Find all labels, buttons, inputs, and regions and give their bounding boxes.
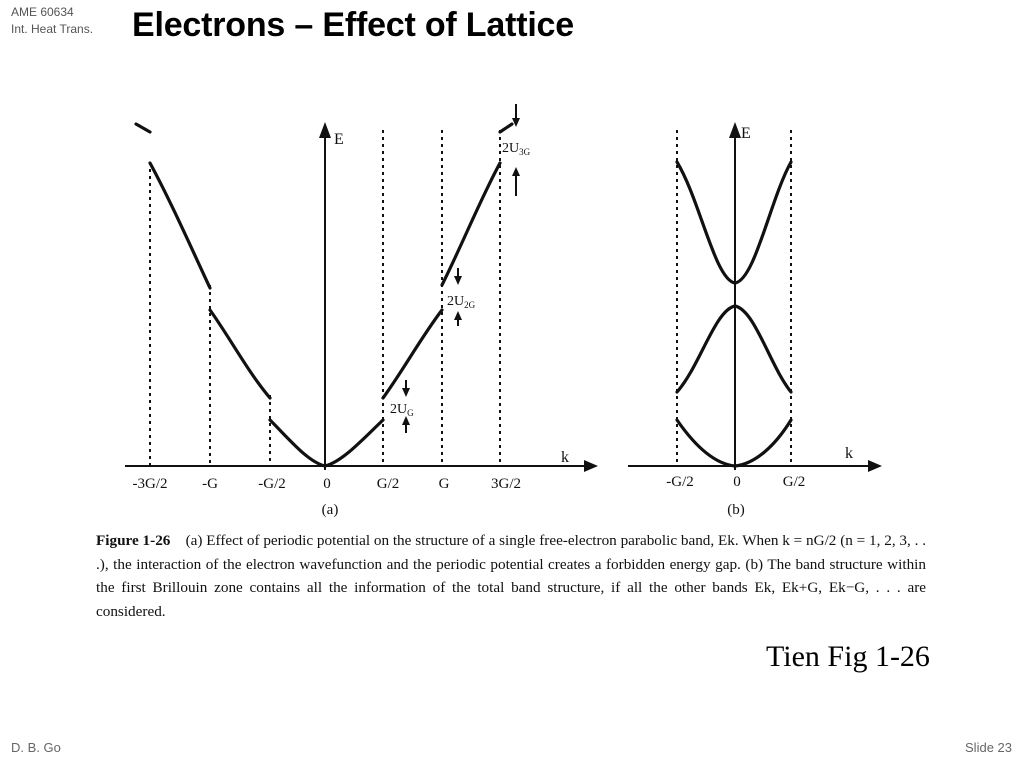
course-info: AME 60634 Int. Heat Trans.: [11, 4, 93, 38]
tick-label: G/2: [783, 474, 806, 490]
band-structure-figure: E k 2UG 2U2G 2U3G -3G/2 -G -G/2 0 G/2 G …: [125, 104, 882, 518]
panel-a-axes: [125, 122, 598, 472]
tick-label: -3G/2: [133, 476, 168, 492]
panel-b-bands: [675, 160, 793, 468]
figure-caption: Figure 1-26 (a) Effect of periodic poten…: [96, 529, 926, 623]
tick-label: G/2: [377, 476, 400, 492]
tick-label: -G/2: [666, 474, 694, 490]
tick-label: -G: [202, 476, 218, 492]
panel-a-k-axis-label: k: [561, 449, 569, 466]
zone-boundary-lines: [149, 130, 792, 466]
panel-a-energy-axis-label: E: [334, 131, 344, 148]
panel-b-label: (b): [727, 502, 745, 518]
tick-label: G: [439, 476, 450, 492]
gap-label-3: 2U3G: [502, 141, 531, 157]
tick-label: 0: [733, 474, 741, 490]
panel-a-tick-labels: -3G/2 -G -G/2 0 G/2 G 3G/2: [133, 476, 522, 492]
tick-label: 0: [323, 476, 331, 492]
course-code: AME 60634: [11, 5, 74, 19]
panel-b-tick-labels: -G/2 0 G/2: [666, 474, 805, 490]
figure-source: Tien Fig 1-26: [766, 640, 930, 673]
caption-text: (a) Effect of periodic potential on the …: [96, 532, 927, 620]
panel-a-label: (a): [322, 502, 339, 518]
panel-b-energy-axis-label: E: [741, 125, 751, 142]
tick-label: -G/2: [258, 476, 286, 492]
tick-label: 3G/2: [491, 476, 521, 492]
course-name: Int. Heat Trans.: [11, 22, 94, 36]
gap-label-2: 2U2G: [447, 294, 476, 310]
slide-title: Electrons – Effect of Lattice: [132, 6, 574, 44]
panel-b-k-axis-label: k: [845, 445, 853, 462]
caption-label: Figure 1-26: [96, 532, 171, 549]
slide-number: Slide 23: [965, 740, 1012, 755]
gap-arrows: [402, 104, 520, 433]
panel-b-axes: [628, 122, 882, 472]
panel-a-bands: [134, 122, 514, 468]
gap-label-1: 2UG: [390, 402, 414, 418]
footer-author: D. B. Go: [11, 740, 61, 755]
